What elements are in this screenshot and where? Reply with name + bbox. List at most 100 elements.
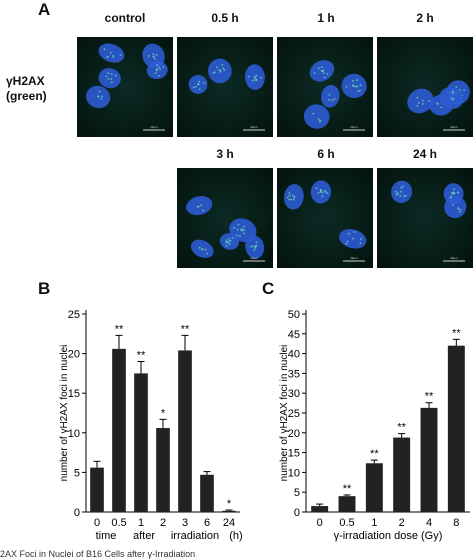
micrograph-1h: 20μm xyxy=(277,37,373,137)
x-tick-label: 0 xyxy=(317,517,323,529)
foci-dot xyxy=(352,237,354,240)
scale-bar-label: 20μm xyxy=(450,125,458,129)
foci-dot xyxy=(317,118,320,121)
bar xyxy=(338,496,356,512)
y-tick-label: 45 xyxy=(288,329,300,341)
foci-dot xyxy=(323,189,326,192)
timepoint-label-6h: 6 h xyxy=(317,147,335,161)
foci-dot xyxy=(354,85,357,88)
significance-marker: ** xyxy=(370,448,379,460)
foci-dot xyxy=(248,75,250,78)
x-axis-label-word: irradiation xyxy=(171,530,219,542)
bar xyxy=(178,350,192,512)
foci-dot xyxy=(218,69,221,71)
foci-dot xyxy=(254,246,257,249)
timepoint-label-3h: 3 h xyxy=(216,147,234,161)
foci-dot xyxy=(360,238,362,240)
y-axis-label: number of γH2AX foci in nuclei xyxy=(59,345,70,482)
foci-dot xyxy=(225,244,228,247)
chart-c: 0 5 10 15 20 25 30 35 40 45 50 0 ** 0.5 ** 1 ** 2 ** 4 ** 8 nu… xyxy=(237,290,474,552)
foci-dot xyxy=(326,73,329,75)
foci-dot xyxy=(158,66,160,69)
foci-dot xyxy=(352,79,354,82)
foci-dot xyxy=(359,84,362,87)
x-tick-label: 0 xyxy=(94,517,100,529)
foci-dot xyxy=(450,195,453,198)
foci-dot xyxy=(225,239,228,242)
foci-dot xyxy=(203,81,206,84)
nucleus xyxy=(321,84,340,108)
foci-dot xyxy=(345,242,348,245)
foci-dot xyxy=(147,55,150,57)
chart-b: 0 5 10 15 20 25 0 ** 0.5 ** 1 * 2 ** 3 6 * 24 number of γH… xyxy=(0,290,243,552)
y-tick-label: 0 xyxy=(74,507,80,519)
foci-dot xyxy=(112,54,115,57)
foci-dot xyxy=(154,72,157,74)
foci-dot xyxy=(401,185,404,188)
micrograph-svg: 20μm xyxy=(85,43,168,131)
nucleus xyxy=(186,196,213,216)
foci-dot xyxy=(238,235,241,238)
foci-dot xyxy=(457,192,460,194)
bar xyxy=(447,345,465,512)
foci-dot xyxy=(253,248,256,251)
x-tick-label: 2 xyxy=(160,517,166,529)
foci-dot xyxy=(227,241,230,244)
foci-dot xyxy=(152,55,155,58)
foci-dot xyxy=(321,191,324,194)
foci-dot xyxy=(317,191,320,194)
foci-dot xyxy=(452,90,454,93)
foci-dot xyxy=(312,112,315,115)
micrograph-svg: 20μm xyxy=(407,80,470,131)
nucleus xyxy=(303,104,330,129)
foci-dot xyxy=(198,246,201,249)
foci-dot xyxy=(200,204,203,207)
foci-dot xyxy=(243,232,245,235)
bar xyxy=(420,407,438,512)
foci-dot xyxy=(313,72,316,75)
foci-dot xyxy=(452,203,455,206)
foci-dot xyxy=(459,89,461,91)
foci-dot xyxy=(436,102,439,105)
foci-dot xyxy=(250,245,253,248)
y-tick-label: 20 xyxy=(288,428,300,440)
foci-dot xyxy=(458,210,461,213)
foci-dot xyxy=(241,229,244,232)
micrograph-svg: 20μm xyxy=(188,58,265,131)
foci-dot xyxy=(236,228,239,231)
foci-dot xyxy=(455,86,458,88)
x-tick-label: 8 xyxy=(453,517,459,529)
y-tick-label: 5 xyxy=(74,467,80,479)
foci-dot xyxy=(228,243,231,246)
scale-bar-label: 20μm xyxy=(150,125,158,129)
foci-dot xyxy=(319,119,322,122)
y-tick-label: 35 xyxy=(288,368,300,380)
foci-dot xyxy=(236,234,238,237)
y-tick-label: 10 xyxy=(68,428,80,440)
y-tick-label: 0 xyxy=(294,507,300,519)
foci-dot xyxy=(404,194,407,197)
foci-dot xyxy=(396,192,399,195)
foci-dot xyxy=(106,55,109,58)
y-tick-label: 25 xyxy=(288,408,300,420)
bar xyxy=(222,510,236,512)
timepoint-label-2h: 2 h xyxy=(416,11,434,25)
bar xyxy=(90,467,104,512)
foci-dot xyxy=(403,195,406,198)
foci-dot xyxy=(317,67,320,70)
y-tick-label: 10 xyxy=(288,467,300,479)
foci-dot xyxy=(223,69,226,71)
foci-dot xyxy=(421,99,424,102)
micrograph-svg: 20μm xyxy=(283,180,367,262)
foci-dot xyxy=(197,205,200,208)
x-axis-label-word: after xyxy=(133,530,155,542)
bar xyxy=(112,348,126,512)
foci-dot xyxy=(214,71,216,74)
foci-dot xyxy=(356,85,359,88)
foci-dot xyxy=(198,88,201,91)
x-axis-label: γ-irradiation dose (Gy) xyxy=(334,530,443,542)
foci-dot xyxy=(359,89,361,92)
foci-dot xyxy=(251,79,254,82)
nucleus xyxy=(98,68,121,89)
foci-dot xyxy=(357,90,360,92)
